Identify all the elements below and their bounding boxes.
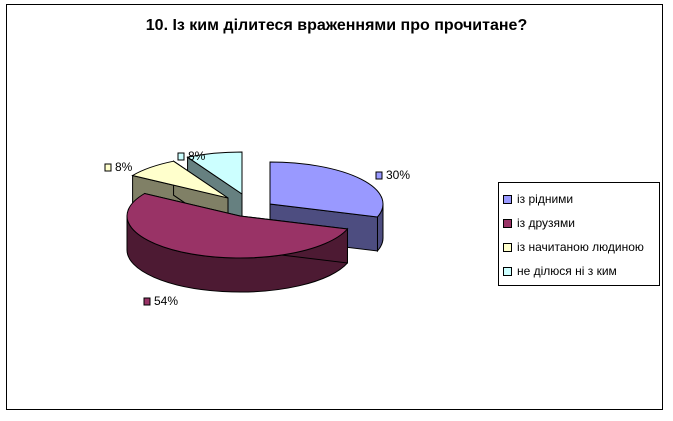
data-label: 8% <box>188 149 206 163</box>
data-label-swatch <box>177 152 185 161</box>
data-label: 8% <box>115 160 133 174</box>
legend-label: не ділюся ні з ким <box>517 264 617 278</box>
data-label: 54% <box>154 294 178 308</box>
legend-swatch <box>503 194 512 204</box>
pie-slice <box>269 161 384 218</box>
chart-title: 10. Із ким ділитеся враженнями про прочи… <box>145 17 528 34</box>
legend-label: із друзями <box>517 216 575 230</box>
legend-swatch <box>503 266 512 276</box>
legend-label: із начитаною людиною <box>517 240 644 254</box>
data-label: 30% <box>386 168 410 182</box>
legend-item: не ділюся ні з ким <box>499 259 659 283</box>
legend-label: із рідними <box>517 192 574 206</box>
legend-item: із начитаною людиною <box>499 235 659 259</box>
data-label-swatch <box>375 171 383 180</box>
legend-swatch <box>503 242 512 252</box>
pie-slice <box>126 192 349 259</box>
legend: із рідними із друзями із начитаною людин… <box>498 182 660 286</box>
data-label-swatch <box>143 297 151 306</box>
pie-slice <box>186 151 243 195</box>
legend-item: із рідними <box>499 187 659 211</box>
pie-slice <box>131 160 229 199</box>
legend-swatch <box>503 218 512 228</box>
data-label-swatch <box>104 163 112 172</box>
legend-item: із друзями <box>499 211 659 235</box>
